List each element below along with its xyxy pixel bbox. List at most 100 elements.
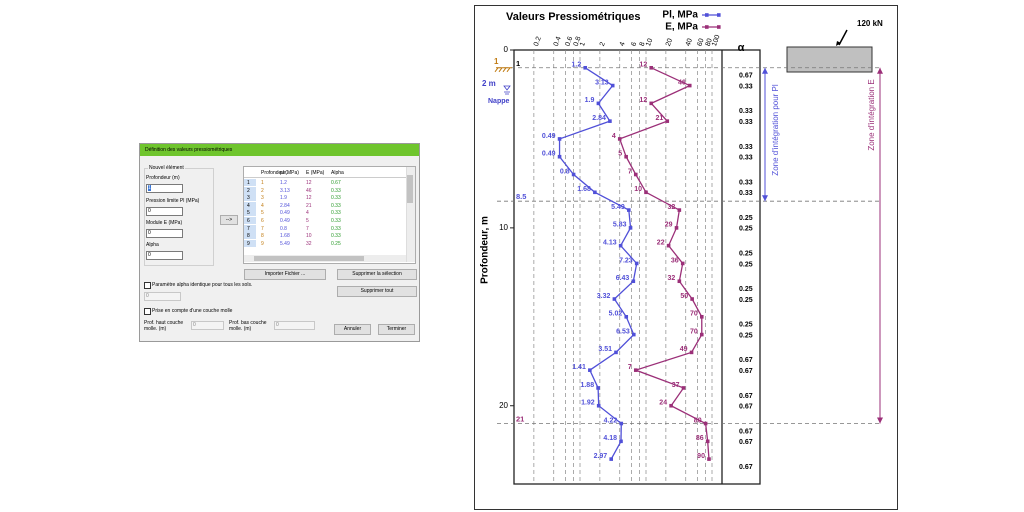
data-label: 7 — [628, 168, 632, 175]
data-table: Profondeur... pl (MPa) E (MPa) Alpha 1 1 1.2 12… — [243, 166, 416, 264]
delete-all-button[interactable]: Supprimer tout — [337, 286, 417, 297]
x-tick-label: 4 — [619, 41, 627, 47]
data-point — [633, 368, 638, 372]
field-label: Prof. haut couche molle. (m) — [144, 320, 184, 332]
water-name: Nappe — [488, 98, 510, 105]
alpha-value: 0.25 — [739, 261, 753, 268]
x-tick-label: 8 — [639, 41, 647, 47]
data-point — [669, 403, 673, 408]
data-point — [690, 297, 694, 301]
table-cell: 0.33 — [331, 225, 341, 232]
alpha-value: 0.67 — [739, 393, 753, 400]
legend-marker — [717, 25, 721, 29]
field-input[interactable]: 0 — [146, 251, 183, 260]
x-tick-label: 0.6 — [564, 36, 574, 48]
checkbox[interactable] — [144, 308, 151, 315]
alpha-value: 0.33 — [739, 83, 753, 90]
data-point — [618, 243, 623, 248]
table-header: pl (MPa) — [280, 170, 299, 176]
data-point — [627, 208, 631, 212]
data-point — [619, 421, 624, 426]
data-point — [644, 190, 648, 195]
header-rule — [244, 177, 406, 178]
data-label: 86 — [696, 435, 704, 442]
alpha-value: 0.25 — [739, 286, 753, 293]
data-label: 36 — [671, 257, 679, 264]
data-label: 0.49 — [542, 133, 556, 140]
data-point — [593, 190, 597, 195]
checkbox-label: Prise en compte d'une couche molle — [152, 308, 233, 314]
table-cell: 1 — [261, 180, 264, 186]
table-cell: 7 — [306, 225, 309, 232]
data-label: 22 — [657, 239, 665, 246]
data-point — [624, 315, 629, 319]
cancel-button[interactable]: Annuler — [334, 324, 371, 335]
table-cell: 4 — [306, 210, 309, 217]
field-input[interactable]: 1 — [146, 184, 183, 193]
series-line — [618, 67, 710, 460]
data-label: 70 — [690, 311, 698, 318]
import-button[interactable]: Importer Fichier ... — [244, 269, 326, 280]
add-button[interactable]: --> — [220, 215, 238, 225]
legend-label: Pl, MPa — [662, 10, 698, 21]
row-number: 8 — [247, 233, 250, 240]
field-input[interactable]: 0 — [146, 229, 183, 238]
x-tick-label: 1 — [579, 41, 587, 47]
data-point — [699, 332, 704, 337]
row-number-cell — [244, 209, 256, 217]
data-label: 70 — [690, 328, 698, 335]
data-label: 3.32 — [597, 293, 611, 300]
data-point — [596, 386, 600, 390]
table-cell: 2.84 — [280, 202, 290, 209]
table-cell: 0.33 — [331, 195, 341, 202]
data-point — [649, 65, 654, 70]
data-point — [674, 226, 679, 230]
field-label: Profondeur (m) — [146, 175, 180, 181]
data-point — [707, 457, 711, 461]
alpha-value: 0.67 — [739, 73, 753, 80]
table-cell: 4 — [261, 202, 264, 209]
data-point — [699, 315, 704, 319]
table-cell: 5 — [261, 210, 264, 217]
data-point — [687, 83, 692, 88]
data-label: 6.53 — [616, 328, 630, 335]
x-tick-label: 80 — [705, 38, 714, 48]
data-point — [610, 83, 615, 88]
data-label: 1.88 — [580, 382, 594, 389]
data-point — [634, 261, 639, 266]
dialog: Définition des valeurs pressiométriques … — [139, 143, 420, 342]
row-number: 6 — [247, 218, 250, 224]
table-cell: 10 — [306, 233, 312, 240]
data-point — [680, 261, 685, 266]
x-tick-label: 0.2 — [533, 36, 543, 48]
row-number: 2 — [247, 187, 250, 194]
data-label: 1.68 — [577, 186, 591, 193]
checkbox[interactable] — [144, 282, 151, 289]
scroll-thumb — [407, 175, 413, 203]
data-point — [677, 208, 682, 212]
data-label: 24 — [659, 400, 667, 407]
field-label: Pression limite Pl (MPa) — [146, 198, 200, 204]
data-point — [689, 350, 694, 355]
data-label: 1.41 — [572, 364, 586, 371]
field-input[interactable]: 0 — [146, 207, 183, 216]
data-point — [633, 172, 638, 177]
soft-bottom-input: 0 — [274, 321, 315, 330]
x-tick-label: 20 — [665, 38, 674, 48]
delete-selection-button[interactable]: Supprimer la sélection — [337, 269, 417, 280]
table-cell: 1.68 — [280, 233, 290, 240]
data-point — [609, 457, 614, 461]
y-axis-label: Profondeur, m — [480, 216, 491, 284]
table-cell: 6 — [261, 218, 264, 224]
foundation — [786, 46, 873, 73]
x-tick-label: 60 — [696, 38, 705, 48]
row-number: 3 — [247, 195, 250, 202]
table-cell: 0.33 — [331, 218, 341, 224]
data-label: 32 — [668, 275, 676, 282]
load-label: 120 kN — [857, 19, 883, 28]
finish-button[interactable]: Terminer — [378, 324, 415, 335]
alpha-value: 0.33 — [739, 155, 753, 162]
soft-top-input: 0 — [191, 321, 224, 330]
table-cell: 0.49 — [280, 210, 290, 217]
data-label: 49 — [680, 346, 688, 353]
